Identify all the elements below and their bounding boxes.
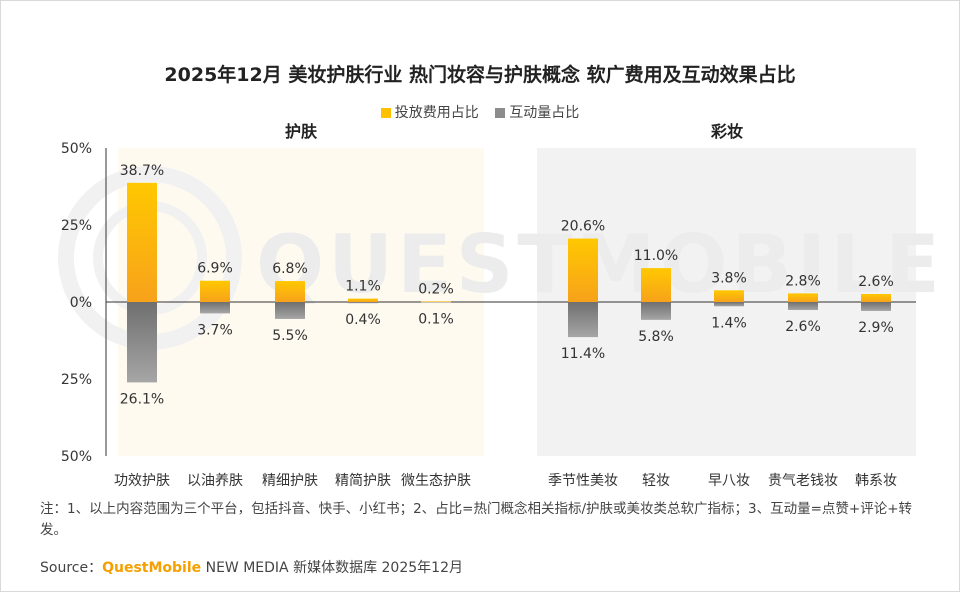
data-label-interaction: 11.4% <box>561 346 605 362</box>
bar-interaction <box>127 302 157 383</box>
data-label-interaction: 3.7% <box>197 322 233 338</box>
data-label-interaction: 1.4% <box>711 315 747 331</box>
bar-interaction <box>714 302 744 307</box>
data-label-spend: 11.0% <box>634 248 678 264</box>
data-label-spend: 2.8% <box>785 273 821 289</box>
category-label: 季节性美妆 <box>548 473 618 489</box>
legend-swatch-spend <box>380 108 391 118</box>
category-label: 贵气老钱妆 <box>768 473 838 489</box>
data-label-spend: 20.6% <box>561 219 605 235</box>
bar-spend <box>861 293 891 302</box>
data-label-spend: 0.2% <box>418 281 454 297</box>
y-tick-label: 25% <box>61 218 92 234</box>
footnote: 注：1、以上内容范围为三个平台，包括抖音、快手、小红书；2、占比=热门概念相关指… <box>40 501 913 538</box>
category-label: 早八妆 <box>708 473 750 489</box>
source-brand: QuestMobile <box>102 560 202 576</box>
data-label-spend: 6.9% <box>197 261 233 277</box>
category-label: 以油养肤 <box>187 473 243 489</box>
y-tick-label: 0% <box>70 295 92 311</box>
bar-interaction <box>348 302 378 304</box>
bar-spend <box>788 293 818 302</box>
bar-spend <box>641 268 671 302</box>
data-label-spend: 1.1% <box>345 279 381 295</box>
category-label: 精细护肤 <box>262 473 318 489</box>
bar-interaction <box>788 302 818 311</box>
legend-item-spend: 投放费用占比 <box>380 102 479 122</box>
data-label-spend: 38.7% <box>120 163 164 179</box>
data-label-interaction: 5.8% <box>638 329 674 345</box>
legend: 投放费用占比 互动量占比 <box>0 102 960 122</box>
category-label: 功效护肤 <box>114 473 170 489</box>
category-label: 韩系妆 <box>855 473 897 489</box>
bar-interaction <box>421 302 451 303</box>
bar-spend <box>348 298 378 302</box>
source-label: Source： <box>40 560 103 576</box>
legend-label-interaction: 互动量占比 <box>509 105 580 121</box>
bar-spend <box>127 182 157 302</box>
legend-swatch-interaction <box>495 108 506 118</box>
bar-interaction <box>641 302 671 320</box>
data-label-interaction: 2.6% <box>785 319 821 335</box>
data-label-spend: 6.8% <box>272 261 308 277</box>
bar-spend <box>275 281 305 302</box>
source-rest: NEW MEDIA 新媒体数据库 2025年12月 <box>201 560 463 576</box>
bar-interaction <box>861 302 891 311</box>
bar-interaction <box>200 302 230 314</box>
data-label-interaction: 26.1% <box>120 391 164 407</box>
bar-spend <box>200 280 230 302</box>
data-label-interaction: 5.5% <box>272 328 308 344</box>
category-label: 精简护肤 <box>335 472 391 489</box>
data-label-interaction: 0.1% <box>418 311 454 327</box>
legend-item-interaction: 互动量占比 <box>495 102 579 122</box>
data-label-spend: 2.6% <box>858 274 894 290</box>
chart-title: 2025年12月 美妆护肤行业 热门妆容与护肤概念 软广费用及互动效果占比 <box>164 64 796 86</box>
bar-interaction <box>568 302 598 338</box>
bar-interaction <box>275 302 305 319</box>
category-label: 微生态护肤 <box>401 473 471 489</box>
y-tick-label: 25% <box>61 372 92 388</box>
group-label-makeup: 彩妆 <box>710 122 743 141</box>
bar-spend <box>568 238 598 302</box>
bar-spend <box>421 301 451 302</box>
y-tick-label: 50% <box>61 449 92 465</box>
data-label-interaction: 0.4% <box>345 312 381 328</box>
y-tick-label: 50% <box>61 141 92 157</box>
data-label-spend: 3.8% <box>711 270 747 286</box>
group-label-skincare: 护肤 <box>285 122 318 141</box>
category-label: 轻妆 <box>642 473 670 489</box>
bar-spend <box>714 290 744 302</box>
data-label-interaction: 2.9% <box>858 320 894 336</box>
legend-label-spend: 投放费用占比 <box>394 105 479 121</box>
source-line: Source：QuestMobile NEW MEDIA 新媒体数据库 2025… <box>40 557 463 577</box>
